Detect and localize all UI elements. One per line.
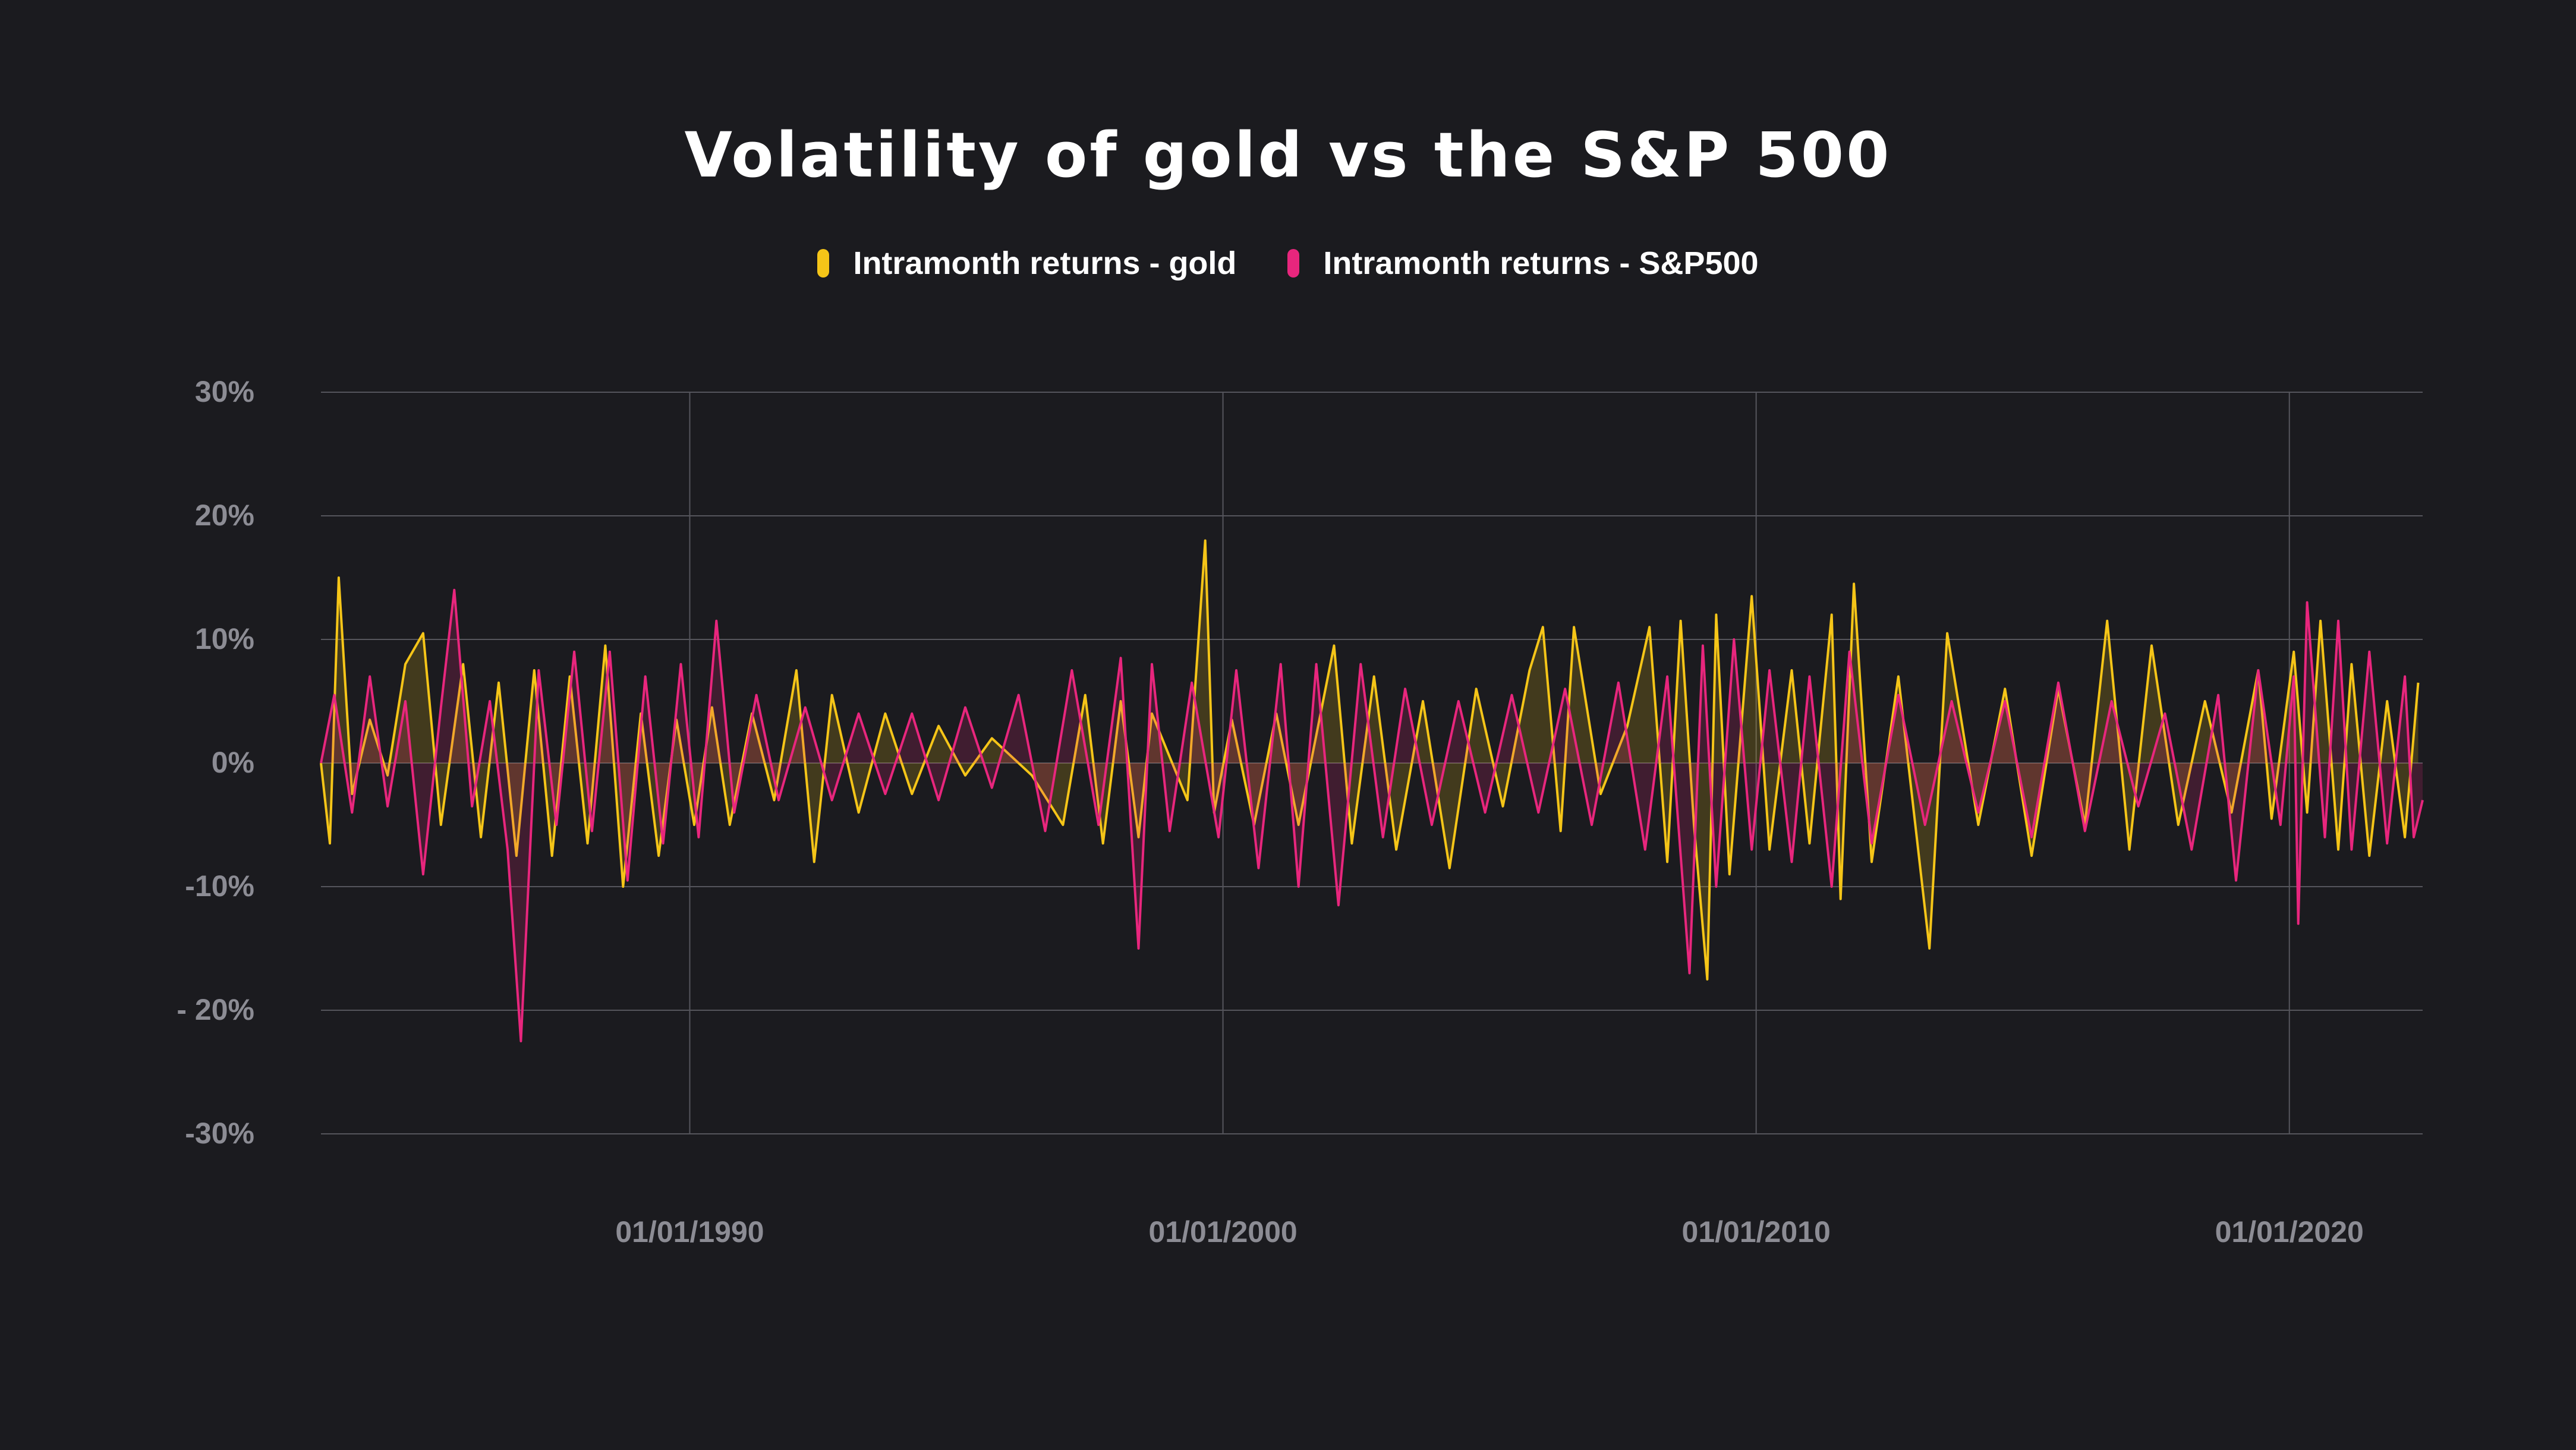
x-tick-label: 01/01/2010 bbox=[1682, 1215, 1831, 1249]
legend-item-gold[interactable]: Intramonth returns - gold bbox=[817, 245, 1236, 282]
legend-label-gold: Intramonth returns - gold bbox=[853, 245, 1237, 281]
y-tick-label: 30% bbox=[195, 375, 254, 408]
y-tick-label: 20% bbox=[195, 499, 254, 532]
series-line-sp500 bbox=[320, 588, 2424, 1042]
y-tick-label: -30% bbox=[185, 1117, 254, 1150]
legend: Intramonth returns - gold Intramonth ret… bbox=[0, 245, 2576, 282]
x-tick-label: 01/01/1990 bbox=[615, 1215, 764, 1249]
legend-swatch-gold bbox=[817, 249, 830, 278]
legend-item-sp500[interactable]: Intramonth returns - S&P500 bbox=[1287, 245, 1759, 282]
x-tick-label: 01/01/2020 bbox=[2215, 1215, 2364, 1249]
y-axis-ticks: 30% 20% 10% 0% -10% - 20% -30% bbox=[177, 375, 254, 1150]
x-tick-label: 01/01/2000 bbox=[1148, 1215, 1297, 1249]
series-layer bbox=[320, 539, 2424, 1042]
legend-swatch-sp500 bbox=[1287, 249, 1300, 278]
chart-title: Volatility of gold vs the S&P 500 bbox=[684, 119, 1892, 191]
y-tick-label: 0% bbox=[212, 746, 254, 779]
x-axis-ticks: 01/01/1990 01/01/2000 01/01/2010 01/01/2020 bbox=[615, 1215, 2363, 1249]
y-tick-label: - 20% bbox=[177, 993, 254, 1026]
legend-label-sp500: Intramonth returns - S&P500 bbox=[1323, 245, 1759, 281]
series-area-gold bbox=[321, 540, 2418, 979]
y-tick-label: -10% bbox=[185, 869, 254, 903]
y-tick-label: 10% bbox=[195, 622, 254, 655]
